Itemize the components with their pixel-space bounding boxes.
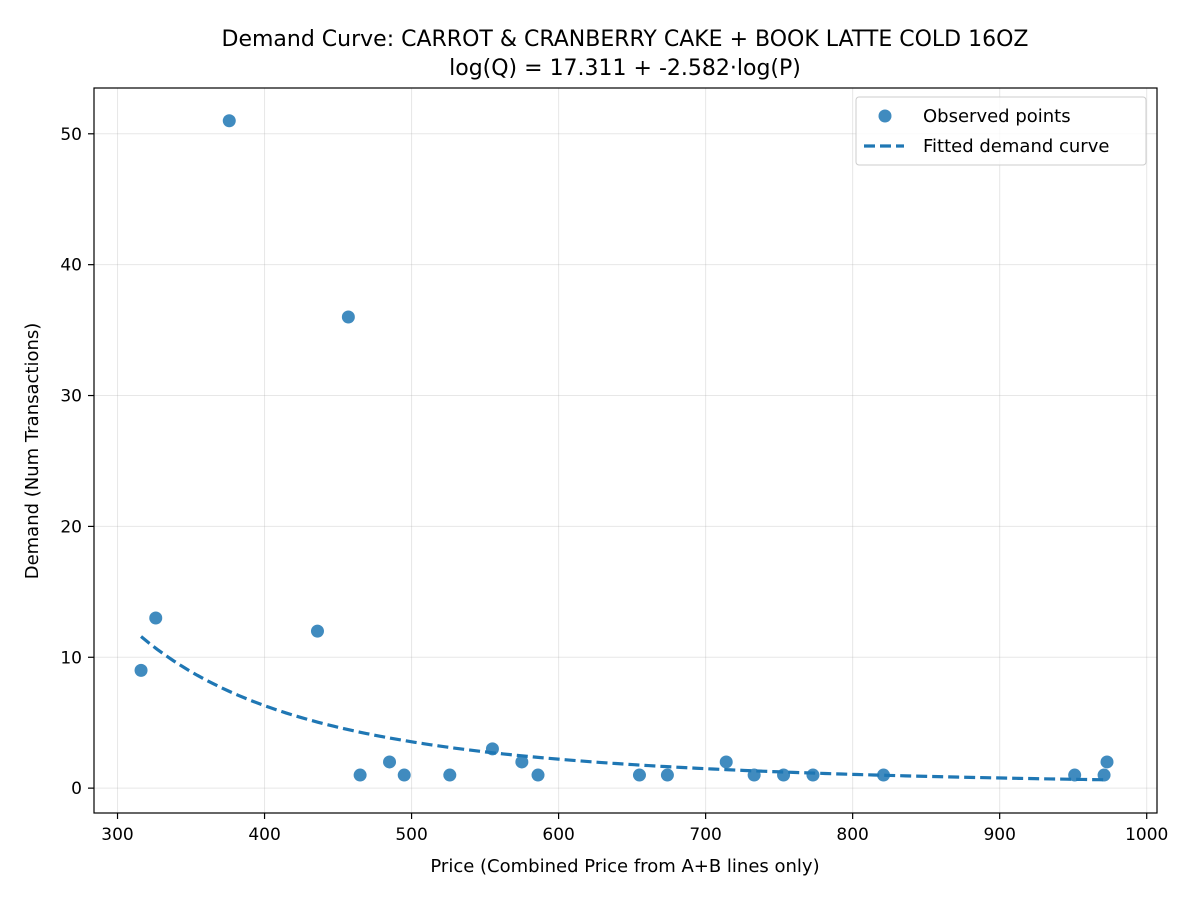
y-tick-label: 20 <box>60 517 82 537</box>
legend-label-fitted: Fitted demand curve <box>923 136 1109 157</box>
x-tick-label: 300 <box>101 825 133 845</box>
observed-point <box>397 768 411 782</box>
observed-point <box>443 768 457 782</box>
plot-frame <box>93 87 1158 814</box>
y-tick-label: 30 <box>60 387 82 407</box>
observed-point <box>149 611 163 625</box>
y-tick-label: 10 <box>60 648 82 668</box>
x-tick-label: 900 <box>983 825 1015 845</box>
y-tick-label: 40 <box>60 256 82 276</box>
x-tick-label: 500 <box>395 825 427 845</box>
x-axis-label: Price (Combined Price from A+B lines onl… <box>430 856 819 877</box>
x-tick-label: 700 <box>689 825 721 845</box>
observed-point <box>747 768 761 782</box>
observed-point <box>485 742 499 756</box>
legend-marker-observed <box>878 109 892 123</box>
observed-point <box>777 768 791 782</box>
observed-point <box>877 768 891 782</box>
y-tick-label: 0 <box>71 779 82 799</box>
observed-point <box>719 755 733 769</box>
x-tick-label: 800 <box>836 825 868 845</box>
legend-box <box>855 96 1147 166</box>
axes-layer: 300 400 500 600 700 800 900 1000 0 10 20 30 40 50 <box>60 87 1168 845</box>
x-tick-label: 600 <box>542 825 574 845</box>
observed-point <box>310 624 324 638</box>
x-tick-label: 400 <box>248 825 280 845</box>
points-layer <box>134 114 1114 782</box>
y-tick-label: 50 <box>60 125 82 145</box>
observed-point <box>515 755 529 769</box>
legend: Observed points Fitted demand curve <box>855 96 1147 166</box>
observed-point <box>1100 755 1114 769</box>
observed-point <box>1097 768 1111 782</box>
observed-point <box>341 310 355 324</box>
chart-subtitle: log(Q) = 17.311 + -2.582·log(P) <box>449 56 801 81</box>
curve-layer <box>140 635 1108 782</box>
observed-point <box>632 768 646 782</box>
grid-layer <box>94 88 1157 813</box>
fitted-demand-curve <box>140 635 1108 782</box>
observed-point <box>531 768 545 782</box>
observed-point <box>353 768 367 782</box>
observed-point <box>222 114 236 128</box>
observed-point <box>660 768 674 782</box>
observed-point <box>806 768 820 782</box>
observed-point <box>134 663 148 677</box>
x-tick-label: 1000 <box>1125 825 1168 845</box>
observed-point <box>383 755 397 769</box>
observed-point <box>1068 768 1082 782</box>
legend-label-observed: Observed points <box>923 106 1071 127</box>
chart-title: Demand Curve: CARROT & CRANBERRY CAKE + … <box>222 27 1029 52</box>
y-axis-label: Demand (Num Transactions) <box>22 323 43 580</box>
